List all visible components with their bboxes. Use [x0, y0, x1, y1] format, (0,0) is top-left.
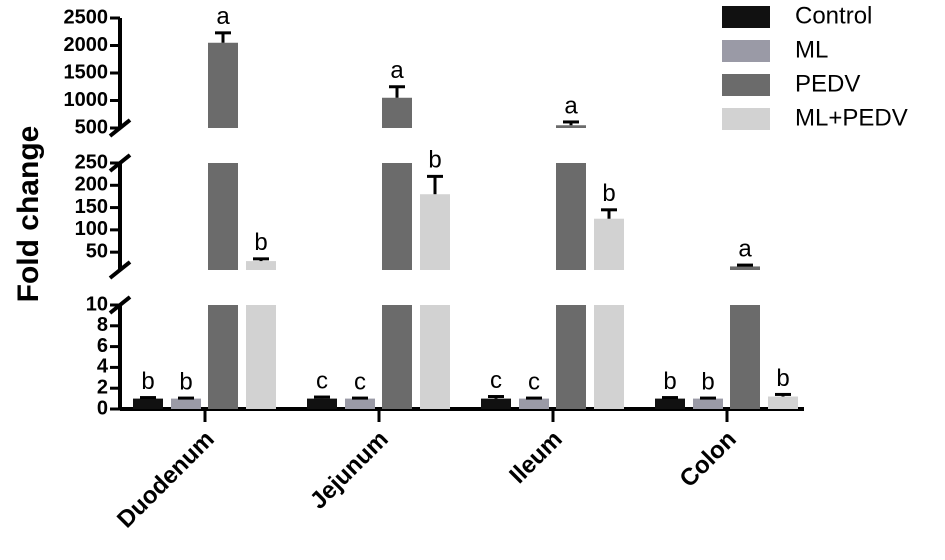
y-tick-label: 2000 — [64, 34, 109, 56]
bar — [556, 125, 586, 128]
bar — [730, 266, 760, 270]
bar — [730, 305, 760, 409]
bar — [382, 305, 412, 409]
bar — [246, 305, 276, 409]
significance-letter: b — [602, 180, 615, 207]
bar — [208, 42, 238, 128]
bar — [208, 163, 238, 270]
significance-letter: b — [428, 147, 441, 174]
bar — [345, 398, 375, 409]
y-tick-label: 4 — [97, 356, 109, 378]
bar — [246, 261, 276, 270]
y-tick-label: 8 — [97, 314, 108, 336]
y-tick-label: 200 — [75, 174, 108, 196]
significance-letter: a — [738, 235, 752, 262]
legend-label: PEDV — [795, 70, 860, 97]
x-tick-label: Jejunum — [305, 426, 394, 515]
significance-letter: b — [179, 368, 192, 395]
bar — [420, 194, 450, 270]
y-tick-label: 50 — [86, 240, 108, 262]
y-tick-label: 150 — [75, 196, 108, 218]
y-tick-label: 1500 — [64, 61, 109, 83]
y-tick-label: 0 — [97, 397, 108, 419]
bar — [768, 396, 798, 409]
legend-label: ML — [795, 36, 828, 63]
bar — [481, 398, 511, 409]
y-tick-label: 250 — [75, 151, 108, 173]
significance-letter: b — [663, 368, 676, 395]
legend-swatch — [722, 40, 770, 62]
legend-swatch — [722, 74, 770, 96]
bar — [171, 398, 201, 409]
bar — [556, 163, 586, 270]
significance-letter: b — [701, 368, 714, 395]
bar — [556, 305, 586, 409]
bar — [693, 398, 723, 409]
y-tick-label: 6 — [97, 335, 108, 357]
axis-break — [108, 118, 132, 138]
legend-swatch — [722, 6, 770, 28]
significance-letter: b — [776, 365, 789, 392]
y-tick-label: 2500 — [64, 6, 109, 28]
legend-swatch — [722, 108, 770, 130]
significance-letter: b — [141, 368, 154, 395]
y-axis-title: Fold change — [12, 126, 45, 303]
bar — [382, 163, 412, 270]
bar — [594, 305, 624, 409]
axis-break — [108, 153, 132, 173]
y-tick-label: 1000 — [64, 89, 109, 111]
significance-letter: a — [390, 57, 404, 84]
x-tick-label: Colon — [675, 426, 742, 493]
bar — [655, 398, 685, 409]
significance-letter: b — [254, 229, 267, 256]
y-tick-label: 10 — [86, 293, 108, 315]
bar — [519, 398, 549, 409]
bar — [208, 305, 238, 409]
y-tick-label: 2 — [97, 376, 108, 398]
y-tick-label: 500 — [75, 116, 108, 138]
axis-break — [108, 260, 132, 280]
bar — [420, 305, 450, 409]
significance-letter: c — [528, 368, 540, 395]
legend-label: ML+PEDV — [795, 104, 908, 131]
bar — [594, 218, 624, 270]
axis-break — [108, 295, 132, 315]
significance-letter: c — [354, 368, 366, 395]
significance-letter: a — [216, 3, 230, 30]
significance-letter: c — [490, 367, 502, 394]
bar — [307, 398, 337, 409]
significance-letter: a — [564, 92, 578, 119]
legend-label: Control — [795, 2, 872, 29]
x-tick-label: Duodenum — [112, 426, 220, 534]
bar — [133, 398, 163, 409]
bar — [382, 97, 412, 128]
significance-letter: c — [316, 367, 328, 394]
x-tick-label: Ileum — [504, 426, 567, 489]
y-tick-label: 100 — [75, 218, 108, 240]
